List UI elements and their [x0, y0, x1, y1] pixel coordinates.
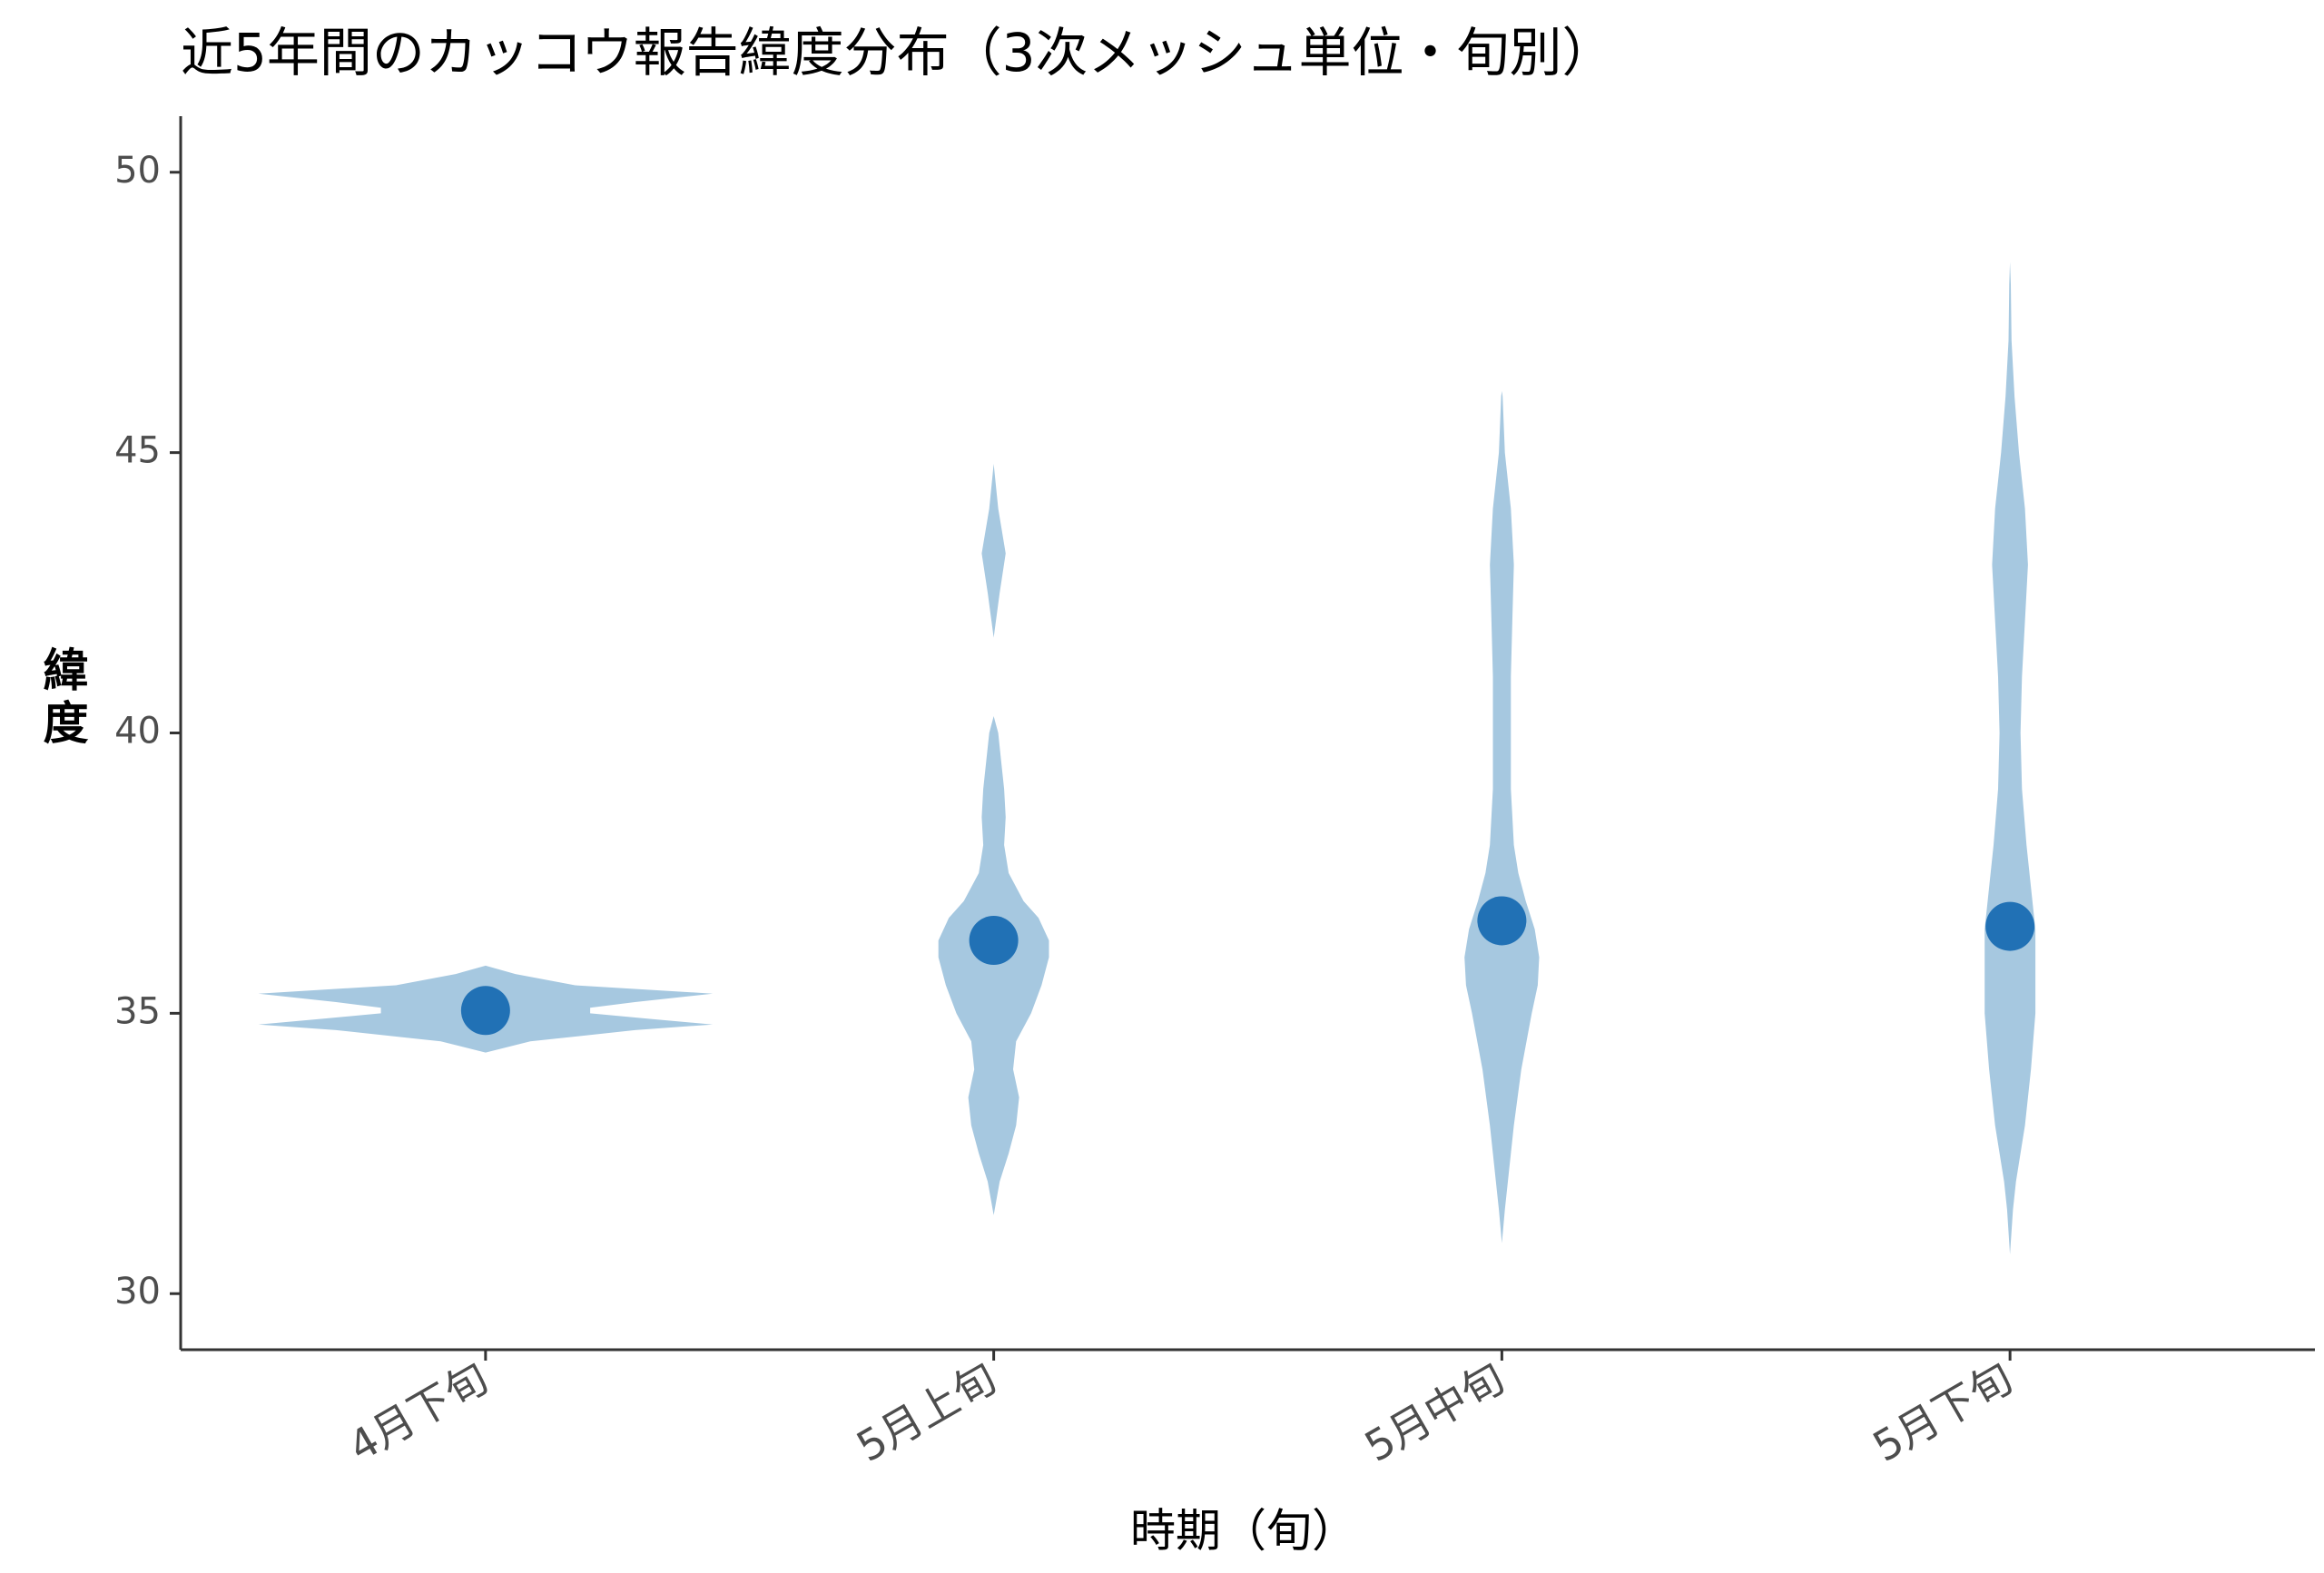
mean-point: [1985, 901, 2035, 951]
mean-point: [969, 916, 1019, 966]
y-axis-label: 緯度: [36, 646, 89, 752]
x-tick-label: 4月下旬: [340, 1353, 497, 1471]
y-tick-label: 50: [114, 150, 161, 192]
x-axis-label: 時期（旬）: [1130, 1505, 1357, 1558]
y-tick-label: 40: [114, 711, 161, 752]
y-tick-label: 45: [114, 430, 161, 472]
mean-point: [460, 986, 510, 1036]
chart-title: 近5年間のカッコウ報告緯度分布（3次メッシュ単位・旬別）: [181, 22, 1615, 84]
y-tick-label: 35: [114, 990, 161, 1032]
violin: [1984, 261, 2036, 1255]
violin: [938, 464, 1049, 1215]
mean-point: [1477, 896, 1527, 946]
x-tick-label: 5月上旬: [848, 1353, 1004, 1471]
y-tick-label: 30: [114, 1271, 161, 1312]
x-tick-label: 5月中旬: [1356, 1353, 1512, 1471]
violin: [1464, 390, 1540, 1244]
x-tick-label: 5月下旬: [1865, 1353, 2021, 1471]
